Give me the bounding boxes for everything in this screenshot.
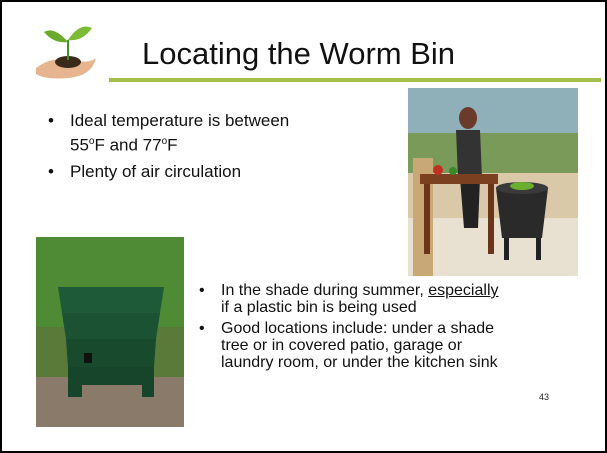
slide: Locating the Worm Bin Ideal temperature … [0, 0, 607, 453]
page-number: 43 [539, 392, 549, 402]
text: Plenty of air circulation [70, 162, 241, 181]
bin-photo [36, 237, 184, 427]
kitchen-photo [408, 88, 578, 276]
text: F and 77 [94, 136, 161, 155]
text: F [167, 136, 177, 155]
title-rule [109, 78, 601, 82]
text: 55 [70, 136, 89, 155]
bottom-bullets: In the shade during summer, especially if… [221, 282, 499, 375]
text: if a plastic bin is being used [221, 299, 417, 316]
text: Good locations include: under a shade [221, 320, 494, 337]
bullet: In the shade during summer, especially if… [221, 282, 499, 316]
bullet: Plenty of air circulation [70, 161, 289, 182]
text: especially [428, 282, 498, 299]
text: Ideal temperature is between [70, 111, 289, 130]
seedling-icon [32, 18, 100, 84]
slide-title: Locating the Worm Bin [142, 36, 455, 72]
bullet: Good locations include: under a shadetre… [221, 320, 499, 371]
text: laundry room, or under the kitchen sink [221, 354, 498, 371]
text: tree or in covered patio, garage or [221, 337, 462, 354]
text: In the shade during summer, [221, 282, 428, 299]
